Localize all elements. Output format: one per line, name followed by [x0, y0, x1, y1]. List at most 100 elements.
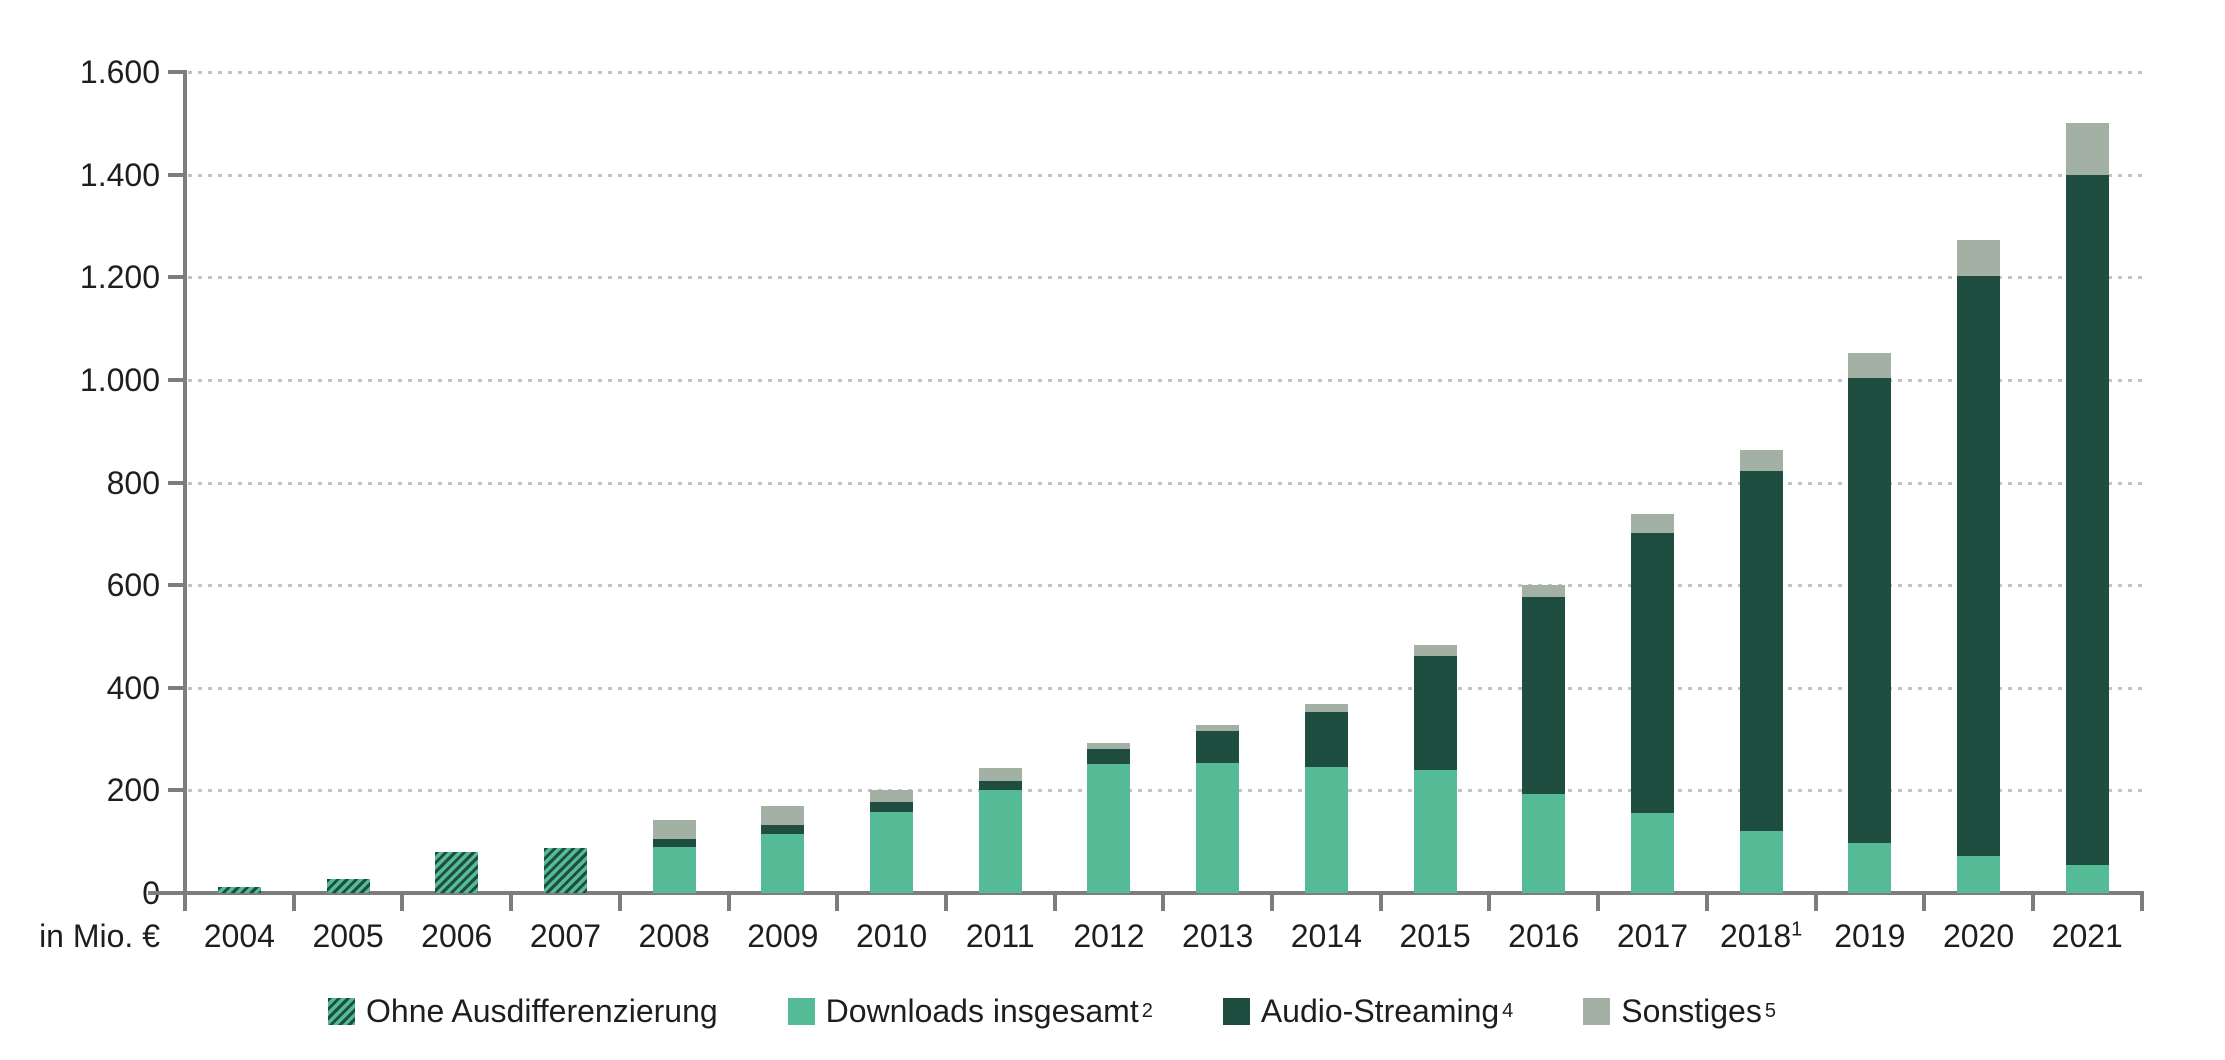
legend-label-audio-streaming: Audio-Streaming: [1260, 993, 1500, 1029]
x-tick-7: [943, 894, 948, 911]
y-axis-label-600: 600: [106, 567, 160, 604]
legend-swatch-sonstiges: [1583, 997, 1611, 1025]
bar-2018-audio-streaming: [1739, 470, 1783, 831]
legend-item-sonstiges: Sonstiges 5: [1583, 991, 1776, 1031]
x-tick-13: [1596, 894, 1601, 911]
bar-2016-sonstiges: [1522, 584, 1566, 597]
legend-item-audio-streaming: Audio-Streaming 4: [1222, 991, 1513, 1031]
bar-2020-sonstiges: [1957, 239, 2001, 276]
legend-label-sonstiges: Sonstiges: [1621, 993, 1762, 1029]
y-tick-400: [168, 685, 187, 690]
bar-2015-audio-streaming: [1413, 656, 1457, 770]
bar-2013-downloads-insgesamt: [1196, 763, 1240, 893]
bar-2012-sonstiges: [1087, 742, 1131, 749]
y-axis-label-1600: 1.600: [79, 54, 160, 90]
x-axis-label-2020: 2020: [1942, 918, 2015, 954]
y-axis-label-800: 800: [106, 464, 160, 501]
x-axis-label-2014: 2014: [1290, 918, 1362, 954]
bar-2014-sonstiges: [1304, 704, 1348, 713]
gridline-1400: [188, 173, 2142, 177]
x-tick-12: [1487, 894, 1492, 911]
legend-item-ohne-ausdifferenzierung: Ohne Ausdifferenzierung: [328, 991, 718, 1031]
legend-swatch-audio-streaming: [1222, 997, 1250, 1025]
x-axis-label-2021: 2021: [2051, 918, 2123, 954]
bar-2021-downloads-insgesamt: [2065, 864, 2109, 893]
bar-2009-sonstiges: [761, 806, 805, 825]
x-tick-4: [617, 894, 622, 911]
y-axis-label-200: 200: [106, 772, 160, 809]
x-tick-9: [1161, 894, 1166, 911]
bar-2015-downloads-insgesamt: [1413, 769, 1457, 893]
x-axis-label-2009: 2009: [747, 918, 819, 954]
x-tick-0: [183, 894, 187, 911]
bar-2008-sonstiges: [652, 819, 696, 840]
bar-2016-downloads-insgesamt: [1522, 793, 1566, 893]
x-axis-label-2007: 2007: [529, 918, 602, 954]
bar-2017-downloads-insgesamt: [1630, 813, 1674, 893]
y-axis-label-0: 0: [0, 875, 160, 911]
x-tick-15: [1813, 894, 1818, 911]
x-tick-17: [2030, 894, 2035, 911]
bar-2018-downloads-insgesamt: [1739, 830, 1783, 893]
gridline-1600: [188, 71, 2142, 74]
bar-2009-audio-streaming: [761, 824, 805, 834]
x-axis-label-2004: 2004: [203, 918, 275, 954]
x-axis-label-2006: 2006: [421, 918, 493, 954]
x-axis-label-2018: 20181: [1719, 918, 1803, 954]
x-axis-label-2017: 2017: [1616, 918, 1689, 954]
gridline-800: [188, 481, 2142, 485]
x-axis-label-2005: 2005: [312, 918, 384, 954]
x-tick-1: [291, 894, 296, 911]
bar-2011-audio-streaming: [978, 781, 1022, 791]
y-tick-200: [168, 788, 187, 793]
bar-2020-downloads-insgesamt: [1957, 856, 2001, 893]
bar-2008-audio-streaming: [652, 839, 696, 847]
y-tick-1600: [168, 70, 187, 74]
gridline-1200: [188, 276, 2142, 280]
legend: Ohne Ausdifferenzierung Downloads insgesa…: [328, 991, 1776, 1031]
bar-2007-ohne-ausdifferenzierung: [543, 848, 587, 893]
legend-label-downloads-insgesamt: Downloads insgesamt: [825, 993, 1139, 1029]
bar-2014-audio-streaming: [1304, 712, 1348, 768]
x-tick-8: [1052, 894, 1057, 911]
legend-item-downloads-insgesamt: Downloads insgesamt 2: [787, 991, 1153, 1031]
y-axis-unit-label: in Mio. €: [39, 918, 160, 954]
y-axis-label-1400: 1.400: [79, 156, 160, 193]
bar-2011-sonstiges: [978, 768, 1022, 782]
y-tick-600: [168, 583, 187, 588]
legend-label-ohne-ausdifferenzierung: Ohne Ausdifferenzierung: [366, 993, 718, 1029]
bar-2013-sonstiges: [1196, 724, 1240, 732]
gridline-400: [188, 686, 2142, 690]
bar-2010-downloads-insgesamt: [870, 811, 914, 893]
x-axis-label-2008: 2008: [638, 918, 710, 954]
bar-2009-downloads-insgesamt: [761, 833, 805, 893]
x-axis-label-2016: 2016: [1508, 918, 1580, 954]
x-axis-label-2013: 2013: [1182, 918, 1254, 954]
bar-2021-audio-streaming: [2065, 174, 2109, 865]
x-axis-line: [148, 891, 2144, 895]
bar-2019-downloads-insgesamt: [1848, 842, 1892, 893]
bar-2015-sonstiges: [1413, 645, 1457, 657]
bar-2019-sonstiges: [1848, 352, 1892, 379]
bar-2016-audio-streaming: [1522, 596, 1566, 794]
bar-2021-sonstiges: [2065, 123, 2109, 175]
x-tick-10: [1270, 894, 1274, 911]
legend-swatch-downloads-insgesamt: [787, 997, 815, 1025]
y-tick-1200: [168, 275, 187, 280]
y-tick-800: [168, 480, 187, 485]
x-axis-label-2015: 2015: [1399, 918, 1471, 954]
bar-2010-audio-streaming: [870, 802, 914, 812]
x-tick-16: [1922, 894, 1927, 911]
bar-2020-audio-streaming: [1957, 275, 2001, 857]
bar-2006-ohne-ausdifferenzierung: [435, 851, 479, 893]
y-tick-1400: [168, 172, 187, 177]
x-tick-5: [726, 894, 731, 911]
x-tick-18: [2139, 894, 2144, 911]
bar-2004-ohne-ausdifferenzierung: [217, 886, 261, 893]
bar-2018-sonstiges: [1739, 449, 1783, 471]
x-axis-label-2011: 2011: [965, 918, 1035, 954]
gridline-600: [188, 584, 2142, 588]
bar-2008-downloads-insgesamt: [652, 846, 696, 893]
bar-2010-sonstiges: [870, 790, 914, 803]
bar-2012-audio-streaming: [1087, 748, 1131, 764]
